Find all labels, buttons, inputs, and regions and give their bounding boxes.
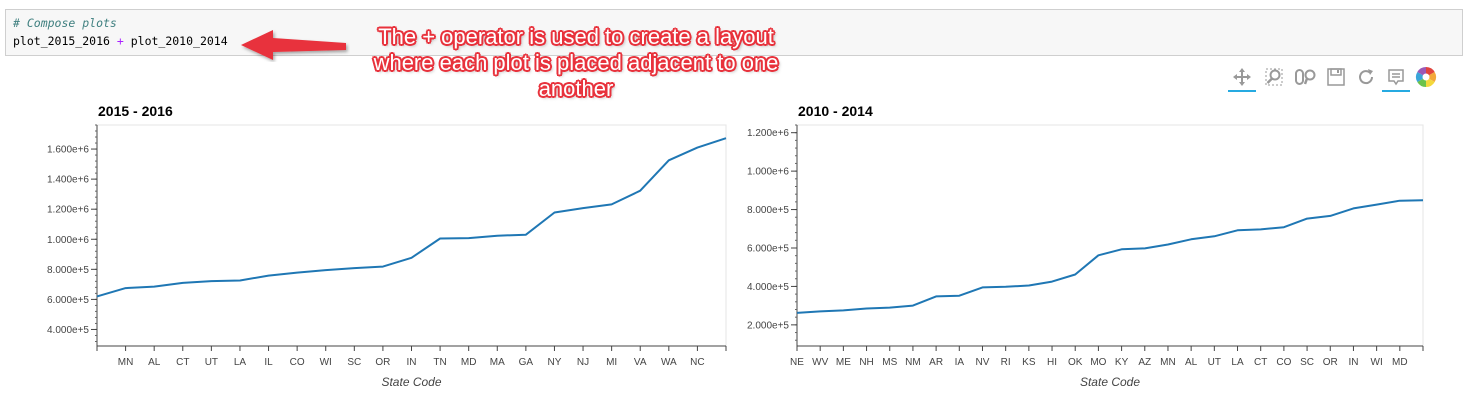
x-tick-label: OR: [375, 357, 390, 368]
x-tick-label: MA: [490, 357, 505, 368]
x-tick-label: IA: [955, 357, 965, 368]
x-tick-label: CT: [1254, 357, 1267, 368]
x-tick-label: SC: [347, 357, 361, 368]
y-tick-label: 1.000e+6: [47, 235, 89, 246]
x-tick-label: MN: [118, 357, 134, 368]
x-tick-label: TN: [433, 357, 446, 368]
y-tick-label: 6.000e+5: [747, 243, 789, 254]
code-left-operand: plot_2015_2016: [13, 34, 117, 48]
series-line[interactable]: [796, 199, 1424, 314]
y-tick-label: 2.000e+5: [747, 320, 789, 331]
x-tick-label: MN: [1160, 357, 1176, 368]
x-tick-label: RI: [1001, 357, 1011, 368]
wheel-zoom-tool-button[interactable]: [1292, 64, 1320, 90]
y-tick-label: 6.000e+5: [47, 295, 89, 306]
y-tick-label: 8.000e+5: [47, 265, 89, 276]
y-tick-label: 1.600e+6: [47, 145, 89, 156]
hover-icon: [1388, 69, 1404, 86]
x-tick-label: MD: [1392, 357, 1408, 368]
x-tick-label: AL: [1185, 357, 1198, 368]
x-tick-label: CO: [1276, 357, 1291, 368]
x-tick-label: IL: [264, 357, 273, 368]
x-tick-label: AZ: [1138, 357, 1151, 368]
x-tick-label: GA: [519, 357, 534, 368]
x-tick-label: NV: [976, 357, 990, 368]
x-tick-label: IN: [407, 357, 417, 368]
y-tick-label: 4.000e+5: [747, 282, 789, 293]
x-tick-label: UT: [205, 357, 218, 368]
x-tick-label: OK: [1068, 357, 1083, 368]
x-tick-label: WA: [661, 357, 677, 368]
y-tick-label: 1.200e+6: [747, 128, 789, 139]
x-tick-label: NM: [905, 357, 921, 368]
x-tick-label: CO: [290, 357, 305, 368]
save-tool-button[interactable]: [1322, 64, 1350, 90]
x-tick-label: AR: [929, 357, 943, 368]
x-axis-label: State Code: [381, 375, 441, 389]
bokeh-logo-link[interactable]: [1412, 64, 1440, 90]
annotation-line-1: The + operator is used to create a layou…: [378, 24, 774, 49]
plot-2015-2016[interactable]: 4.000e+5 6.000e+5 8.000e+5 1.000e+6 1.200e+6…: [0, 120, 740, 395]
annotation-line-3: another: [538, 76, 614, 101]
annotation-line-2: where each plot is placed adjacent to on…: [373, 50, 779, 75]
series-line[interactable]: [96, 137, 727, 298]
x-tick-label: MO: [1090, 357, 1106, 368]
reset-tool-button[interactable]: [1352, 64, 1380, 90]
x-tick-label: WV: [812, 357, 828, 368]
x-tick-label: WI: [320, 357, 332, 368]
hover-tool-button[interactable]: [1382, 64, 1410, 92]
annotation-text: The + operator is used to create a layou…: [340, 24, 812, 102]
reset-icon: [1359, 69, 1374, 85]
x-tick-label: SC: [1300, 357, 1314, 368]
code-expression: plot_2015_2016 + plot_2010_2014: [13, 34, 228, 48]
x-tick-label: CT: [176, 357, 189, 368]
x-tick-label: KY: [1115, 357, 1129, 368]
x-tick-label: NY: [548, 357, 562, 368]
y-tick-label: 4.000e+5: [47, 325, 89, 336]
x-tick-label: MI: [606, 357, 617, 368]
plot-2010-2014[interactable]: 2.000e+5 4.000e+5 6.000e+5 8.000e+5 1.000e+6…: [700, 120, 1440, 395]
x-axis-label: State Code: [1080, 375, 1140, 389]
x-tick-label: VA: [634, 357, 647, 368]
wheel-zoom-icon: [1295, 69, 1316, 85]
y-tick-label: 8.000e+5: [747, 205, 789, 216]
x-tick-label: OR: [1323, 357, 1338, 368]
x-tick-label: HI: [1047, 357, 1057, 368]
code-right-operand: plot_2010_2014: [123, 34, 228, 48]
y-tick-label: 1.000e+6: [747, 167, 789, 178]
x-tick-label: IN: [1348, 357, 1358, 368]
x-tick-label: WI: [1371, 357, 1383, 368]
y-tick-label: 1.400e+6: [47, 175, 89, 186]
x-tick-label: ME: [836, 357, 851, 368]
x-tick-label: LA: [1231, 357, 1244, 368]
pan-tool-button[interactable]: [1228, 64, 1256, 92]
plot-frame: [96, 124, 727, 347]
x-tick-label: AL: [148, 357, 161, 368]
x-tick-label: NH: [859, 357, 873, 368]
plot-title-2015-2016: 2015 - 2016: [98, 103, 173, 119]
bokeh-logo-icon: [1415, 66, 1437, 88]
x-tick-label: MD: [461, 357, 477, 368]
x-tick-label: NE: [790, 357, 804, 368]
plot-toolbar: [1224, 62, 1444, 92]
code-comment: # Compose plots: [13, 16, 117, 30]
y-tick-label: 1.200e+6: [47, 205, 89, 216]
x-tick-label: UT: [1208, 357, 1221, 368]
pan-icon: [1233, 68, 1251, 86]
annotation-arrow-icon: [241, 30, 346, 60]
code-operator: +: [116, 34, 124, 48]
x-tick-label: NC: [690, 357, 704, 368]
box-zoom-icon: [1265, 68, 1283, 86]
x-tick-label: MS: [882, 357, 897, 368]
x-tick-label: KS: [1022, 357, 1036, 368]
x-tick-label: LA: [234, 357, 247, 368]
plot-title-2010-2014: 2010 - 2014: [798, 103, 873, 119]
box-zoom-tool-button[interactable]: [1260, 64, 1288, 90]
plot-frame: [796, 124, 1424, 347]
x-tick-label: NJ: [577, 357, 589, 368]
save-icon: [1327, 68, 1345, 86]
